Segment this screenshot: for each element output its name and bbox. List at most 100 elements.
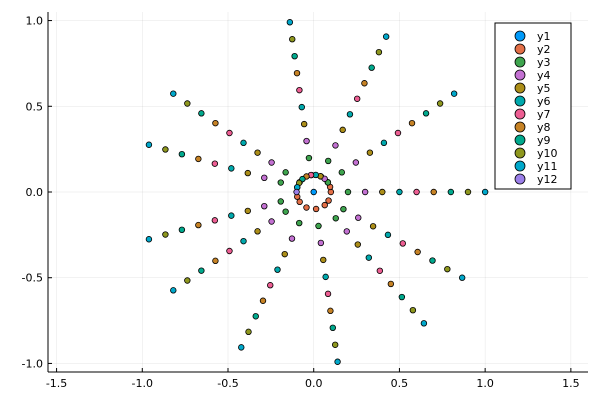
data-point xyxy=(211,217,219,224)
y-tick-label: 0.5 xyxy=(26,100,44,113)
data-point xyxy=(325,157,332,165)
legend-marker xyxy=(514,108,526,120)
data-point xyxy=(331,341,339,348)
data-point xyxy=(361,80,368,87)
data-point xyxy=(422,110,430,117)
data-point xyxy=(447,188,455,196)
data-point xyxy=(450,90,458,97)
data-point xyxy=(145,141,153,148)
legend-label: y1 xyxy=(537,30,551,43)
tick-labels: -1.5 -1.0 -0.5 0.0 0.5 1.0 1.5-1.0-0.50.00.51.… xyxy=(22,15,580,390)
x-tick-label: -0.5 xyxy=(217,377,238,390)
data-point xyxy=(481,188,489,196)
data-point xyxy=(226,247,233,255)
data-point xyxy=(286,19,294,26)
data-point xyxy=(444,265,451,273)
data-point xyxy=(464,188,472,196)
data-point xyxy=(288,235,296,242)
data-point xyxy=(282,208,289,215)
data-point xyxy=(339,126,346,134)
data-point xyxy=(298,103,305,111)
x-tick-label: 1.0 xyxy=(476,377,494,390)
legend-label: y3 xyxy=(537,56,551,69)
data-point xyxy=(274,266,281,273)
data-point xyxy=(332,215,339,222)
legend-marker xyxy=(514,173,526,185)
data-point xyxy=(240,139,247,147)
data-point xyxy=(198,110,205,117)
data-point xyxy=(398,293,406,301)
x-tick-label: 0.5 xyxy=(391,377,409,390)
data-point xyxy=(170,90,177,97)
y-tick-label: 1.0 xyxy=(26,15,44,28)
legend-marker xyxy=(514,43,526,55)
data-point xyxy=(315,222,322,230)
data-point xyxy=(340,205,347,213)
data-point xyxy=(289,36,296,43)
data-point xyxy=(369,223,377,230)
data-point xyxy=(254,228,261,235)
data-point xyxy=(346,111,354,118)
legend-label: y10 xyxy=(537,147,558,160)
legend-marker xyxy=(514,134,526,146)
data-point xyxy=(178,150,186,158)
data-point xyxy=(238,344,245,351)
legend-label: y8 xyxy=(537,121,551,134)
data-point xyxy=(365,254,373,261)
data-point xyxy=(399,240,406,247)
data-point xyxy=(228,165,235,172)
data-point xyxy=(261,174,268,182)
data-point xyxy=(268,159,275,166)
data-point xyxy=(244,169,251,177)
data-point xyxy=(322,273,329,281)
data-point xyxy=(267,282,274,289)
data-point xyxy=(325,197,332,204)
data-point xyxy=(162,146,169,153)
data-point xyxy=(195,155,202,163)
data-point xyxy=(310,188,317,196)
legend-box xyxy=(494,22,572,190)
data-point xyxy=(296,219,303,227)
legend-label: y6 xyxy=(537,95,551,108)
legend-marker xyxy=(514,69,526,81)
legend-label: y7 xyxy=(537,108,551,121)
data-point xyxy=(212,257,219,265)
legend-label: y4 xyxy=(537,69,551,82)
data-point xyxy=(344,188,352,196)
data-point xyxy=(329,324,337,332)
x-tick-label: 1.5 xyxy=(562,377,580,390)
data-point xyxy=(293,188,300,196)
y-tick-label: -0.5 xyxy=(22,272,43,285)
data-point xyxy=(409,306,417,314)
data-point xyxy=(277,179,284,186)
legend-label: y2 xyxy=(537,43,551,56)
data-point xyxy=(327,188,335,196)
legend-label: y11 xyxy=(537,160,558,173)
data-point xyxy=(376,267,384,274)
y-tick-label: 0.0 xyxy=(26,186,44,199)
x-tick-label: 0.0 xyxy=(305,377,323,390)
data-point xyxy=(352,159,360,166)
data-point xyxy=(254,149,261,156)
data-point xyxy=(305,154,313,162)
data-point xyxy=(259,297,267,304)
data-point xyxy=(303,137,310,145)
data-point xyxy=(198,267,205,274)
data-point xyxy=(245,328,252,336)
y-tick-label: -1.0 xyxy=(22,357,43,370)
data-point xyxy=(332,142,339,149)
legend-marker xyxy=(514,95,526,107)
data-point xyxy=(282,169,289,176)
data-point xyxy=(380,139,388,147)
data-point xyxy=(343,228,350,235)
data-point xyxy=(211,160,219,167)
data-point xyxy=(228,212,235,219)
data-point xyxy=(334,358,341,365)
legend-marker xyxy=(514,82,526,94)
data-point xyxy=(293,69,301,77)
data-point xyxy=(327,307,334,315)
data-point xyxy=(184,100,191,107)
data-point xyxy=(387,280,395,288)
